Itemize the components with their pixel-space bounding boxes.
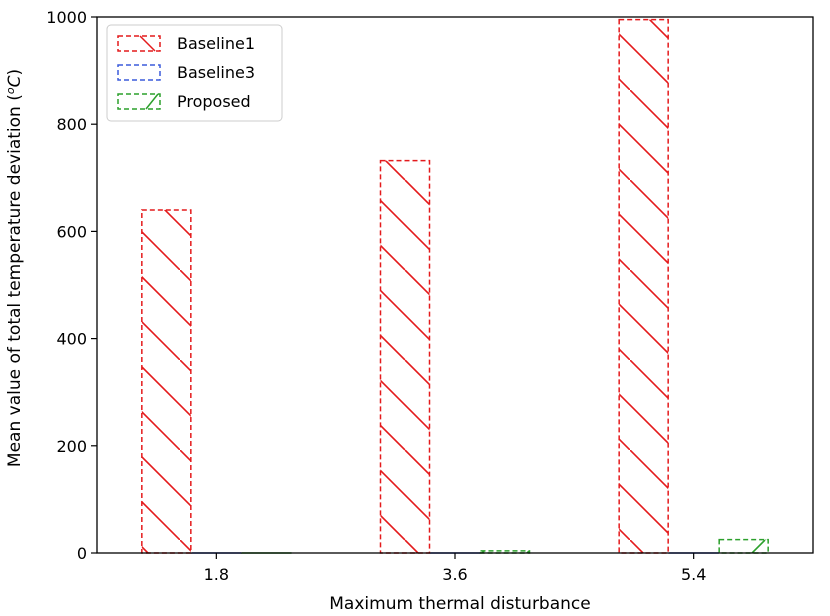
legend-swatch-baseline3 — [117, 64, 161, 81]
bars-layer — [141, 18, 769, 554]
legend-label-baseline3: Baseline3 — [177, 63, 255, 82]
bar-proposed-5.4 — [718, 538, 769, 554]
legend-swatch-baseline1 — [117, 35, 161, 52]
x-tick-label: 5.4 — [681, 565, 706, 584]
legend-label-proposed: Proposed — [177, 92, 251, 111]
y-tick-label: 400 — [56, 330, 87, 349]
y-axis: 0 200 400 600 800 1000 — [46, 8, 97, 563]
y-tick-label: 600 — [56, 222, 87, 241]
y-tick-label: 200 — [56, 437, 87, 456]
x-axis: 1.8 3.6 5.4 — [204, 553, 706, 584]
bar-baseline1-1.8 — [141, 209, 192, 554]
bar-baseline1-5.4 — [618, 18, 669, 554]
legend-label-baseline1: Baseline1 — [177, 34, 255, 53]
y-tick-label: 0 — [77, 544, 87, 563]
x-axis-title: Maximum thermal disturbance — [329, 594, 590, 614]
y-tick-label: 800 — [56, 115, 87, 134]
y-axis-title: Mean value of total temperature deviatio… — [4, 69, 25, 467]
legend: Baseline1 Baseline3 Proposed — [106, 24, 283, 122]
x-tick-label: 1.8 — [204, 565, 229, 584]
y-tick-label: 1000 — [46, 8, 87, 27]
x-tick-label: 3.6 — [442, 565, 467, 584]
legend-swatch-proposed — [117, 93, 161, 110]
bar-baseline1-3.6 — [379, 159, 431, 554]
